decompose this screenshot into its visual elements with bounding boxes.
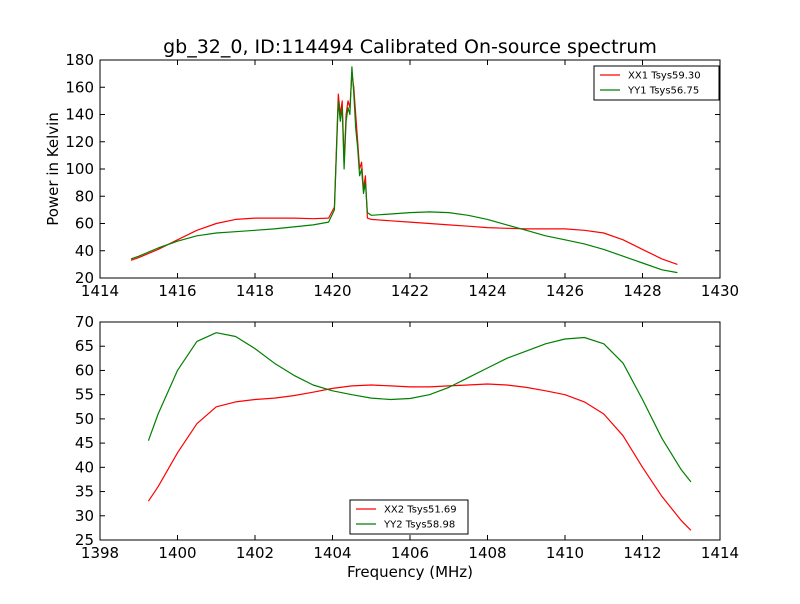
x-tick-label-top: 1416 (158, 282, 196, 300)
y-tick-label-top: 100 (65, 160, 94, 178)
y-tick-label-bottom: 25 (75, 531, 94, 549)
y-tick-label-top: 40 (75, 242, 94, 260)
y-tick-label-top: 140 (65, 106, 94, 124)
x-tick-label-top: 1428 (623, 282, 661, 300)
legend-label-bottom-1: XX2 Tsys51.69 (384, 505, 457, 516)
series-line-bottom-2 (147, 332, 692, 483)
legend-label-top-1: XX1 Tsys59.30 (628, 71, 701, 82)
y-tick-label-top: 120 (65, 133, 94, 151)
y-tick-label-top: 160 (65, 78, 94, 96)
x-tick-label-top: 1414 (81, 282, 119, 300)
x-tick-label-top: 1426 (546, 282, 584, 300)
legend-box-bottom (349, 499, 469, 535)
legend-label-bottom-2: YY2 Tsys58.98 (383, 520, 455, 531)
x-tick-label-top: 1422 (391, 282, 429, 300)
y-tick-label-top: 60 (75, 215, 94, 233)
top-subplot: 1414 1416 1418 1420 1422 1424 1426 1428 1430 20 40… (65, 51, 739, 300)
series-line-top-2 (130, 66, 678, 274)
y-tick-label-bottom: 35 (75, 483, 94, 501)
x-axis-label-bottom: Frequency (MHz) (347, 563, 473, 581)
y-tick-label-bottom: 30 (75, 507, 94, 525)
series-line-top-1 (130, 72, 678, 265)
y-tick-label-bottom: 60 (75, 361, 94, 379)
chart-title: gb_32_0, ID:114494 Calibrated On-source … (163, 36, 657, 58)
x-tick-label-top: 1420 (313, 282, 351, 300)
legend-bottom: XX2 Tsys51.69 YY2 Tsys58.98 (349, 499, 469, 535)
y-tick-label-bottom: 70 (75, 313, 94, 331)
y-tick-label-bottom: 55 (75, 386, 94, 404)
x-tick-label-bottom: 1410 (546, 544, 584, 562)
x-tick-label-bottom: 1408 (468, 544, 506, 562)
y-tick-label-top: 80 (75, 187, 94, 205)
x-tick-label-bottom: 1414 (701, 544, 739, 562)
x-tick-label-bottom: 1406 (391, 544, 429, 562)
x-tick-label-bottom: 1412 (623, 544, 661, 562)
legend-label-top-2: YY1 Tsys56.75 (627, 86, 699, 97)
bottom-subplot: 1398 1400 1402 1404 1406 1408 1410 1412 1414 25 30… (75, 313, 739, 562)
x-tick-label-top: 1430 (701, 282, 739, 300)
y-tick-label-bottom: 45 (75, 434, 94, 452)
x-tick-label-top: 1418 (236, 282, 274, 300)
x-tick-label-bottom: 1400 (158, 544, 196, 562)
y-axis-label-top: Power in Kelvin (44, 112, 62, 226)
legend-top: XX1 Tsys59.30 YY1 Tsys56.75 (593, 65, 720, 101)
y-tick-label-bottom: 65 (75, 337, 94, 355)
legend-box-top (593, 65, 720, 101)
x-tick-label-top: 1424 (468, 282, 506, 300)
y-tick-label-top: 180 (65, 51, 94, 69)
y-tick-label-top: 20 (75, 269, 94, 287)
x-tick-label-bottom: 1402 (236, 544, 274, 562)
series-line-bottom-1 (147, 383, 692, 531)
x-tick-label-bottom: 1404 (313, 544, 351, 562)
y-tick-label-bottom: 40 (75, 458, 94, 476)
y-tick-label-bottom: 50 (75, 410, 94, 428)
x-tick-label-bottom: 1398 (81, 544, 119, 562)
